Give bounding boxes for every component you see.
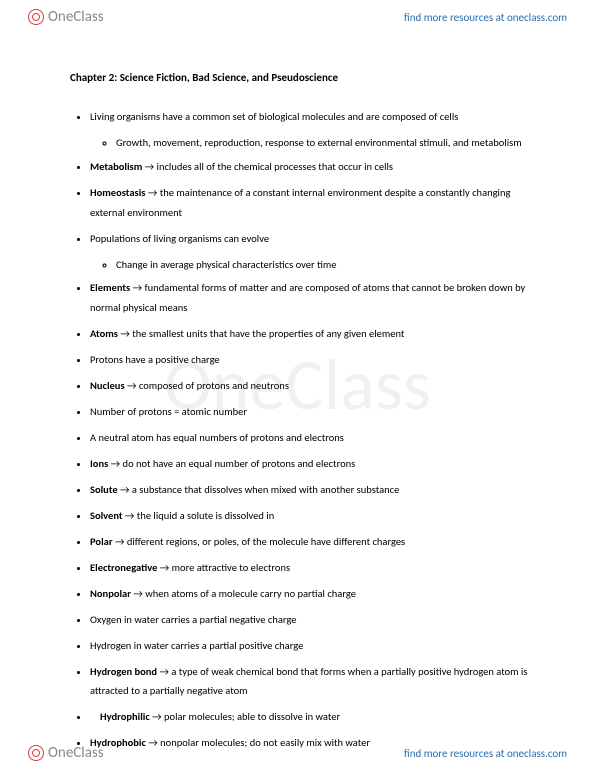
item-text: Number of protons = atomic number — [90, 405, 247, 418]
footer-link[interactable]: find more resources at oneclass.com — [404, 747, 567, 760]
definition: polar molecules; able to dissolve in wat… — [164, 710, 340, 723]
term: Ions — [90, 457, 111, 470]
sub-list-item: Change in average physical characteristi… — [116, 255, 535, 275]
list-item: Polar → different regions, or poles, of … — [90, 532, 535, 552]
definition: a substance that dissolves when mixed wi… — [132, 483, 399, 496]
definition: different regions, or poles, of the mole… — [127, 535, 405, 548]
term: Homeostasis — [90, 186, 148, 199]
item-text: Living organisms have a common set of bi… — [90, 110, 458, 123]
list-item: Populations of living organisms can evol… — [90, 229, 535, 249]
arrow-icon: → — [133, 281, 145, 294]
arrow-icon: → — [120, 483, 132, 496]
definition: composed of protons and neutrons — [139, 379, 289, 392]
arrow-icon: → — [152, 710, 164, 723]
list-item: Nucleus → composed of protons and neutro… — [90, 376, 535, 396]
list-item: Protons have a positive charge — [90, 350, 535, 370]
list-item: Hydrogen in water carries a partial posi… — [90, 636, 535, 656]
term: Elements — [90, 281, 133, 294]
arrow-icon: → — [125, 509, 137, 522]
arrow-icon: → — [148, 186, 160, 199]
list-item: Hydrophilic → polar molecules; able to d… — [90, 707, 535, 727]
brand-name: OneClass — [48, 8, 104, 26]
arrow-icon: → — [145, 160, 157, 173]
sub-list: Growth, movement, reproduction, response… — [90, 133, 535, 153]
definition: do not have an equal number of protons a… — [123, 457, 356, 470]
sub-list: Change in average physical characteristi… — [90, 255, 535, 275]
chapter-title: Chapter 2: Science Fiction, Bad Science,… — [70, 68, 535, 89]
list-item: Number of protons = atomic number — [90, 402, 535, 422]
sub-list-item: Growth, movement, reproduction, response… — [116, 133, 535, 153]
term: Electronegative — [90, 561, 160, 574]
list-item: Solute → a substance that dissolves when… — [90, 480, 535, 500]
list-item: A neutral atom has equal numbers of prot… — [90, 428, 535, 448]
list-item: Metabolism → includes all of the chemica… — [90, 157, 535, 177]
arrow-icon: → — [133, 587, 145, 600]
list-item: Electronegative → more attractive to ele… — [90, 558, 535, 578]
list-item: Oxygen in water carries a partial negati… — [90, 610, 535, 630]
logo-icon — [28, 9, 44, 25]
arrow-icon: → — [160, 561, 172, 574]
arrow-icon: → — [159, 665, 171, 678]
item-text: A neutral atom has equal numbers of prot… — [90, 431, 344, 444]
item-text: Protons have a positive charge — [90, 353, 220, 366]
definition: the smallest units that have the propert… — [132, 327, 404, 340]
item-text: Populations of living organisms can evol… — [90, 232, 269, 245]
term: Atoms — [90, 327, 120, 340]
term: Solvent — [90, 509, 125, 522]
item-text: Oxygen in water carries a partial negati… — [90, 613, 297, 626]
arrow-icon: → — [111, 457, 123, 470]
definition: the liquid a solute is dissolved in — [137, 509, 274, 522]
notes-list: Living organisms have a common set of bi… — [70, 107, 535, 753]
brand-logo-footer: OneClass — [28, 744, 104, 762]
term: Solute — [90, 483, 120, 496]
definition: when atoms of a molecule carry no partia… — [145, 587, 356, 600]
list-item: Living organisms have a common set of bi… — [90, 107, 535, 127]
definition: includes all of the chemical processes t… — [157, 160, 393, 173]
list-item: Elements → fundamental forms of matter a… — [90, 278, 535, 318]
page-footer: OneClass find more resources at oneclass… — [0, 736, 595, 770]
term: Nonpolar — [90, 587, 133, 600]
arrow-icon: → — [127, 379, 139, 392]
brand-logo: OneClass — [28, 8, 104, 26]
document-body: Chapter 2: Science Fiction, Bad Science,… — [70, 68, 535, 759]
list-item: Hydrogen bond → a type of weak chemical … — [90, 662, 535, 702]
term: Nucleus — [90, 379, 127, 392]
term: Metabolism — [90, 160, 145, 173]
arrow-icon: → — [120, 327, 132, 340]
term: Hydrogen bond — [90, 665, 159, 678]
item-text: Hydrogen in water carries a partial posi… — [90, 639, 303, 652]
list-item: Solvent → the liquid a solute is dissolv… — [90, 506, 535, 526]
term: Polar — [90, 535, 115, 548]
brand-name-footer: OneClass — [48, 744, 104, 762]
list-item: Homeostasis → the maintenance of a const… — [90, 183, 535, 223]
list-item: Nonpolar → when atoms of a molecule carr… — [90, 584, 535, 604]
list-item: Atoms → the smallest units that have the… — [90, 324, 535, 344]
definition: more attractive to electrons — [172, 561, 290, 574]
definition: fundamental forms of matter and are comp… — [90, 281, 525, 314]
arrow-icon: → — [115, 535, 127, 548]
header-link[interactable]: find more resources at oneclass.com — [404, 11, 567, 24]
logo-icon — [28, 745, 44, 761]
page-header: OneClass find more resources at oneclass… — [0, 0, 595, 34]
list-item: Ions → do not have an equal number of pr… — [90, 454, 535, 474]
term: Hydrophilic — [100, 710, 152, 723]
